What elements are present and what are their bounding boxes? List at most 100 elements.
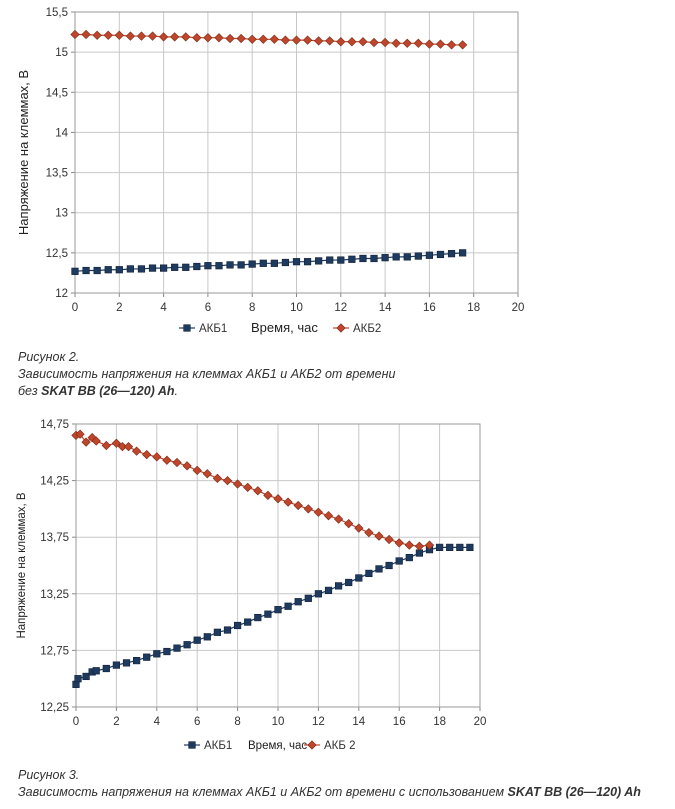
- data-point-series-1: [425, 251, 434, 259]
- data-point-series-1: [137, 265, 146, 273]
- data-point-series-1: [115, 266, 123, 274]
- data-point-series-2: [158, 32, 169, 42]
- data-point-series-2: [391, 38, 401, 48]
- data-point-series-1: [466, 543, 474, 551]
- data-point-series-1: [213, 628, 222, 636]
- data-point-series-1: [292, 258, 301, 266]
- figure-3-product-name: SKAT BB (26—120) Ah: [507, 785, 641, 799]
- data-point-series-2: [303, 504, 313, 514]
- data-point-series-2: [136, 31, 147, 41]
- data-point-series-2: [123, 442, 134, 452]
- legend-marker-series-1: [183, 324, 191, 332]
- data-point-series-2: [92, 30, 102, 40]
- data-point-series-1: [204, 262, 212, 270]
- data-point-series-1: [244, 618, 252, 626]
- data-point-series-2: [81, 437, 91, 447]
- y-axis-label: Напряжение на клеммах, В: [16, 70, 31, 235]
- data-point-series-2: [414, 541, 425, 551]
- data-point-series-2: [212, 473, 223, 483]
- data-point-series-1: [459, 249, 467, 257]
- data-point-series-2: [142, 449, 152, 460]
- data-point-series-2: [225, 33, 235, 44]
- x-tick-label: 4: [154, 716, 161, 728]
- legend-label-series-2: АКБ2: [353, 323, 381, 335]
- data-point-series-2: [192, 465, 202, 476]
- data-point-series-2: [435, 39, 446, 49]
- data-point-series-2: [152, 452, 162, 462]
- data-point-series-2: [384, 534, 394, 545]
- data-point-series-1: [314, 590, 323, 598]
- data-point-series-1: [414, 252, 422, 260]
- data-point-series-2: [369, 37, 379, 48]
- chart-voltage-without-skat: 0 2 4 6 8 10 12 14 16 18 20 12 12,5 13 13,5 14 14,5 15 15,…: [0, 0, 675, 350]
- data-point-series-1: [375, 565, 383, 573]
- data-point-series-1: [365, 569, 373, 578]
- data-point-series-2: [243, 482, 253, 493]
- figure-2-description-line2: без SKAT BB (26—120) Ah.: [18, 383, 395, 400]
- data-point-series-2: [232, 479, 243, 489]
- y-tick-label: 13: [55, 208, 68, 220]
- data-point-series-2: [358, 37, 368, 47]
- data-point-series-2: [253, 486, 263, 496]
- x-tick-label: 8: [234, 716, 240, 728]
- data-point-series-2: [283, 497, 293, 507]
- data-point-series-1: [126, 265, 134, 273]
- x-tick-label: 16: [423, 302, 436, 314]
- data-point-series-1: [334, 582, 343, 590]
- x-tick-label: 14: [352, 716, 365, 728]
- data-point-series-1: [92, 667, 100, 675]
- data-point-series-1: [234, 621, 242, 630]
- y-tick-label: 12,75: [40, 645, 69, 657]
- data-point-series-1: [143, 653, 151, 661]
- data-point-series-1: [173, 644, 181, 652]
- plot-frame: [75, 423, 481, 708]
- data-point-series-1: [171, 263, 179, 271]
- data-point-series-2: [147, 31, 158, 41]
- data-point-series-2: [380, 37, 390, 48]
- legend-label-series-2: АКБ 2: [324, 740, 356, 752]
- data-point-series-1: [324, 586, 333, 595]
- data-point-series-2: [162, 455, 172, 465]
- data-point-series-1: [74, 675, 82, 683]
- data-point-series-2: [170, 32, 180, 42]
- data-point-series-1: [381, 254, 389, 262]
- x-tick-label: 6: [194, 716, 200, 728]
- data-point-series-2: [236, 33, 246, 44]
- x-tick-label: 18: [467, 302, 480, 314]
- y-tick-label: 14: [55, 127, 68, 139]
- data-point-series-2: [424, 39, 435, 49]
- y-tick-label: 13,5: [46, 168, 68, 180]
- data-point-series-2: [402, 38, 412, 48]
- y-tick-label: 13,75: [40, 532, 69, 544]
- data-point-series-1: [385, 561, 393, 570]
- data-point-series-1: [370, 254, 378, 263]
- data-point-series-1: [284, 602, 292, 610]
- data-point-series-2: [280, 35, 291, 45]
- data-point-series-1: [82, 266, 90, 275]
- data-point-series-1: [112, 661, 120, 669]
- data-point-series-2: [413, 38, 423, 48]
- data-point-series-1: [345, 578, 353, 587]
- data-point-series-1: [403, 253, 411, 261]
- data-point-series-1: [226, 261, 234, 269]
- y-tick-label: 12: [55, 288, 68, 300]
- data-point-series-1: [122, 659, 131, 667]
- data-point-series-1: [223, 626, 232, 634]
- data-point-series-2: [458, 40, 468, 50]
- y-tick-label: 13,25: [40, 589, 69, 601]
- data-point-series-2: [347, 37, 357, 47]
- data-point-series-1: [435, 543, 444, 551]
- data-point-series-1: [82, 672, 90, 681]
- data-point-series-2: [247, 34, 257, 44]
- data-point-series-1: [148, 264, 157, 272]
- data-point-series-2: [424, 540, 435, 550]
- data-point-series-2: [91, 436, 101, 446]
- data-point-series-2: [293, 500, 303, 511]
- figure-2-prefix: без: [18, 384, 42, 398]
- y-tick-label: 14,75: [40, 419, 69, 431]
- data-point-series-2: [364, 528, 374, 538]
- data-point-series-2: [117, 442, 128, 452]
- data-point-series-2: [394, 538, 404, 548]
- data-point-series-1: [274, 606, 282, 614]
- x-tick-label: 6: [205, 302, 211, 314]
